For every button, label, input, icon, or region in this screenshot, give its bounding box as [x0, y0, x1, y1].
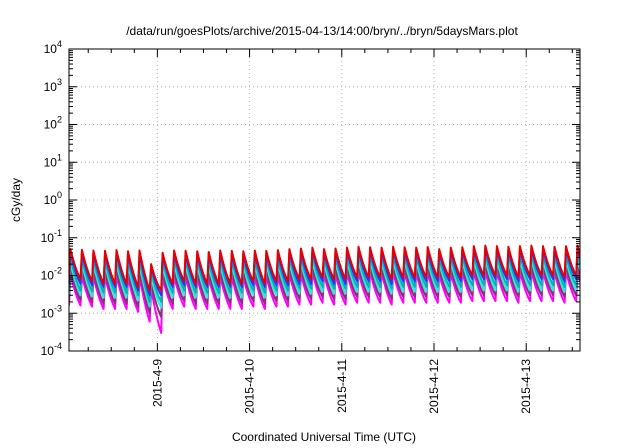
- y-tick-label: 101: [44, 152, 62, 169]
- y-tick-label: 103: [44, 77, 62, 94]
- y-tick-label: 10-2: [41, 266, 62, 283]
- y-tick-label: 100: [44, 190, 62, 207]
- x-tick-label: 2015-4-10: [243, 359, 257, 414]
- series-line: [69, 253, 580, 303]
- x-tick-label: 2015-4-12: [427, 359, 441, 414]
- series-line: [69, 264, 580, 318]
- chart-title: /data/run/goesPlots/archive/2015-04-13/1…: [126, 24, 518, 38]
- y-tick-label: 102: [44, 115, 62, 132]
- axis-ticks: [69, 48, 580, 352]
- y-tick-label: 10-1: [41, 228, 62, 245]
- x-tick-label: 2015-4-11: [335, 359, 349, 413]
- y-tick-labels: 10-4 10-3 10-2 10-1 100 101 102 103 104: [41, 39, 62, 358]
- y-tick-label: 10-4: [41, 341, 62, 358]
- x-tick-label: 2015-4-9: [150, 359, 164, 407]
- series-line: [69, 244, 580, 292]
- series-line: [69, 258, 580, 309]
- plot-area: [69, 244, 580, 334]
- x-tick-labels: 2015-4-9 2015-4-10 2015-4-11 2015-4-12 2015-…: [150, 359, 533, 414]
- y-tick-label: 10-3: [41, 303, 62, 320]
- y-tick-label: 104: [44, 39, 62, 56]
- x-tick-label: 2015-4-13: [519, 359, 533, 414]
- x-axis-label: Coordinated Universal Time (UTC): [232, 430, 416, 444]
- series-line: [69, 270, 580, 334]
- y-axis-label: cGy/day: [9, 178, 23, 222]
